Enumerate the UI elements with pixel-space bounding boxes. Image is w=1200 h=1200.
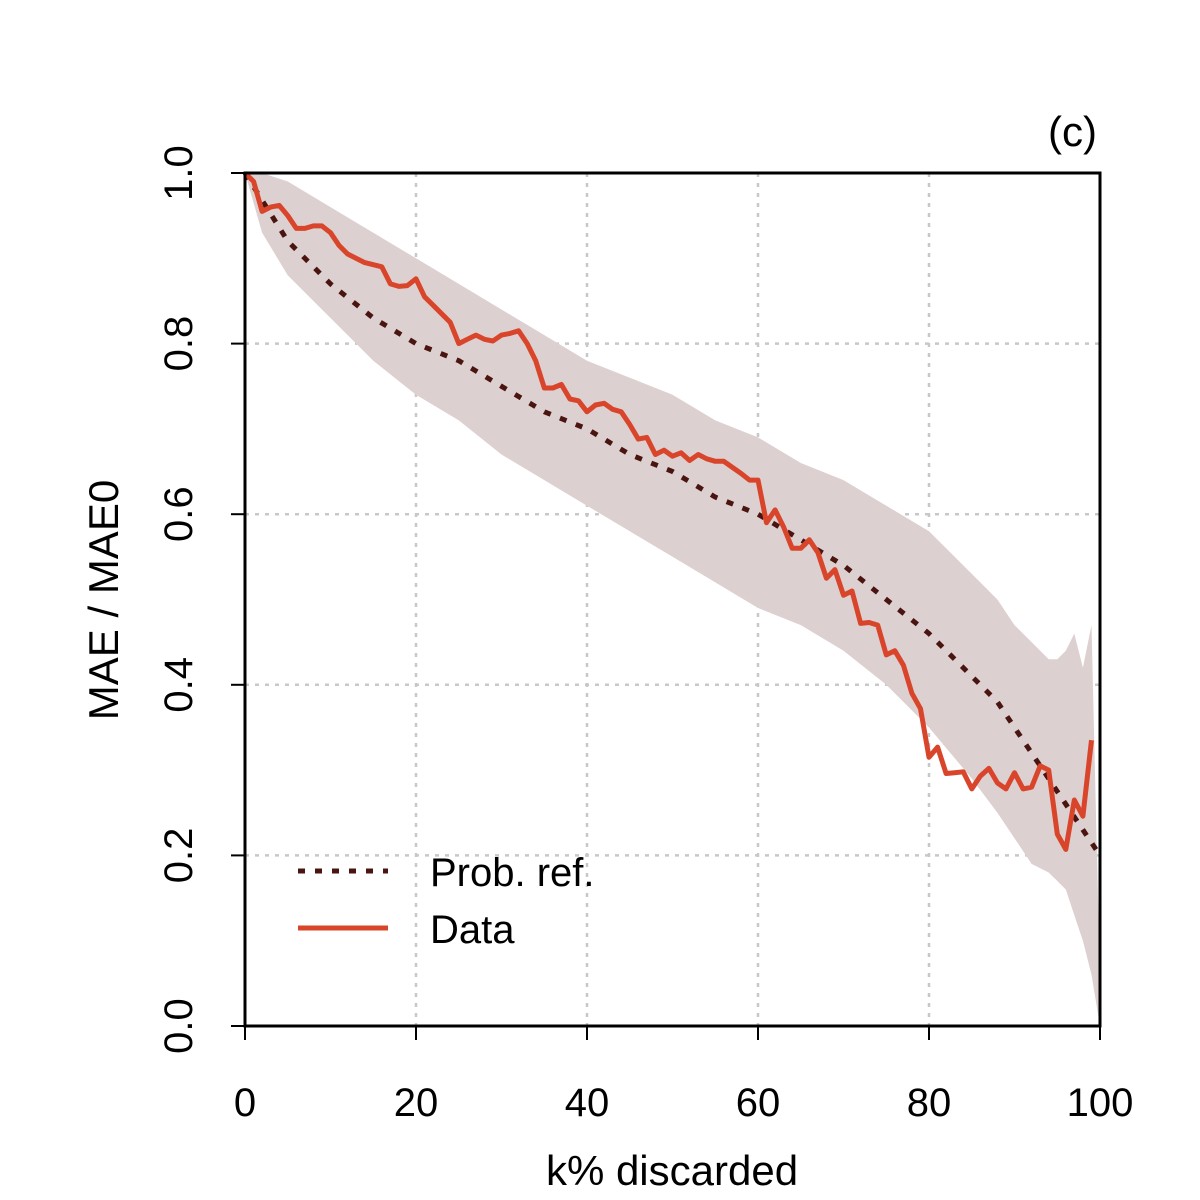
series-layer (242, 171, 1103, 857)
x-tick-label: 20 (394, 1081, 439, 1125)
x-tick-label: 0 (234, 1081, 256, 1125)
band-layer (245, 173, 1100, 1026)
x-tick-label: 80 (907, 1081, 952, 1125)
plot-frame (243, 171, 1102, 1028)
x-axis-title: k% discarded (546, 1147, 798, 1194)
y-tick-label: 0.6 (157, 486, 201, 542)
panel-label: (c) (1048, 108, 1097, 155)
x-axis: 0 20 40 60 80 100 (234, 1026, 1134, 1125)
y-axis-title: MAE / MAE0 (80, 480, 127, 720)
x-tick-label: 40 (565, 1081, 610, 1125)
x-tick-label: 100 (1067, 1081, 1134, 1125)
y-tick-label: 0.4 (157, 657, 201, 713)
series-line-data (243, 171, 1094, 852)
y-tick-label: 0.8 (157, 316, 201, 372)
x-tick-label: 60 (736, 1081, 781, 1125)
legend: Prob. ref. Data (298, 851, 595, 952)
y-tick-label: 1.0 (157, 145, 201, 201)
y-tick-label: 0.2 (157, 828, 201, 884)
legend-label-data: Data (430, 908, 515, 952)
y-tick-label: 0.0 (157, 998, 201, 1054)
y-axis: 0.0 0.2 0.4 0.6 0.8 1.0 (157, 145, 245, 1054)
uncertainty-band (245, 173, 1100, 1026)
legend-label-prob-ref: Prob. ref. (430, 851, 595, 895)
